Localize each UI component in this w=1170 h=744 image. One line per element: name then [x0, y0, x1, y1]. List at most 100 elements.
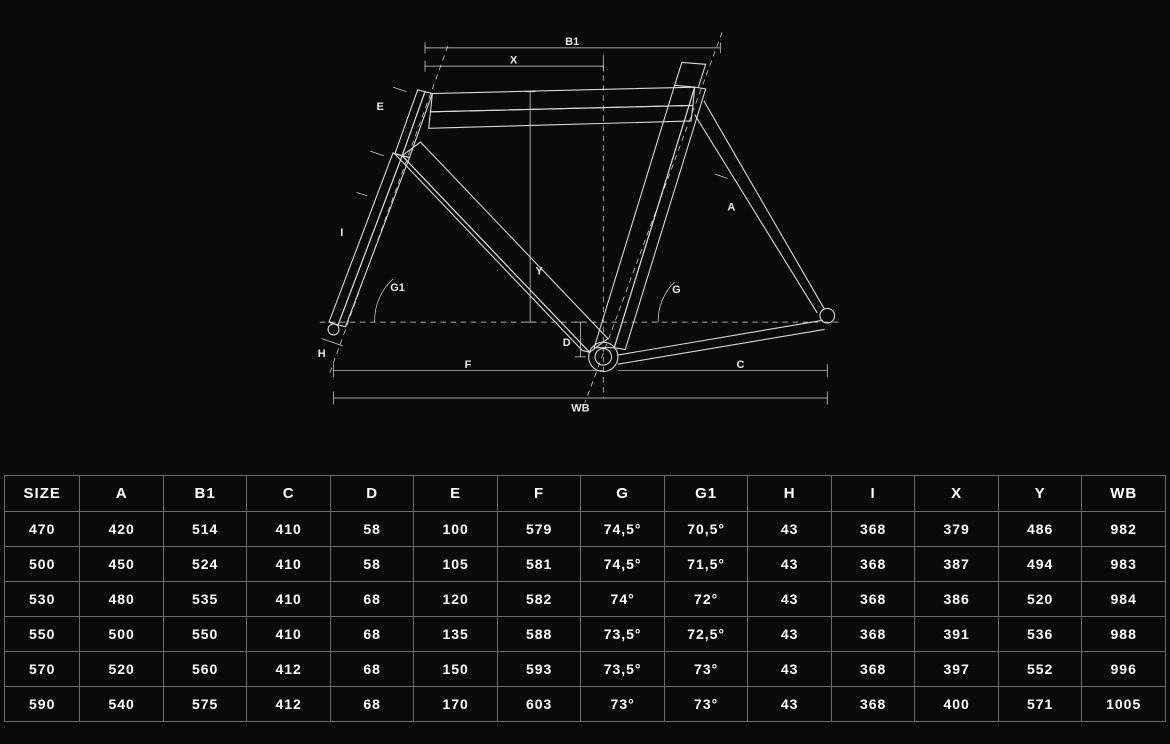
- table-row: 5505005504106813558873,5°72,5°4336839153…: [5, 617, 1166, 652]
- table-cell: 480: [80, 582, 164, 617]
- table-cell: 368: [831, 687, 915, 722]
- col-header-f: F: [497, 476, 581, 512]
- col-header-e: E: [414, 476, 498, 512]
- table-row: 5304805354106812058274°72°43368386520984: [5, 582, 1166, 617]
- table-cell: 74°: [581, 582, 665, 617]
- table-cell: 410: [247, 512, 331, 547]
- table-cell: 593: [497, 652, 581, 687]
- col-header-a: A: [80, 476, 164, 512]
- table-cell: 74,5°: [581, 512, 665, 547]
- table-cell: 536: [998, 617, 1082, 652]
- table-cell: 581: [497, 547, 581, 582]
- table-cell: 368: [831, 547, 915, 582]
- table-cell: 386: [915, 582, 999, 617]
- geometry-table: SIZEAB1CDEFGG1HIXYWB 4704205144105810057…: [4, 475, 1166, 722]
- table-row: 5705205604126815059373,5°73°433683975529…: [5, 652, 1166, 687]
- table-cell: 524: [163, 547, 247, 582]
- table-cell: 135: [414, 617, 498, 652]
- table-cell: 1005: [1082, 687, 1166, 722]
- table-cell: 43: [748, 512, 832, 547]
- table-cell: 410: [247, 547, 331, 582]
- table-cell: 982: [1082, 512, 1166, 547]
- table-cell: 552: [998, 652, 1082, 687]
- table-cell: 43: [748, 547, 832, 582]
- table-cell: 68: [330, 687, 414, 722]
- table-cell: 996: [1082, 652, 1166, 687]
- col-header-y: Y: [998, 476, 1082, 512]
- table-cell: 450: [80, 547, 164, 582]
- dim-label-wb: WB: [571, 402, 589, 414]
- table-row: 5905405754126817060373°73°43368400571100…: [5, 687, 1166, 722]
- dim-label-g: G: [672, 283, 681, 295]
- dim-label-f: F: [465, 358, 472, 370]
- dim-label-e: E: [377, 101, 384, 113]
- table-cell: 368: [831, 512, 915, 547]
- dim-label-c: C: [736, 358, 744, 370]
- table-cell: 603: [497, 687, 581, 722]
- col-header-h: H: [748, 476, 832, 512]
- table-cell: 100: [414, 512, 498, 547]
- dim-label-b1: B1: [565, 36, 579, 48]
- table-cell: 520: [998, 582, 1082, 617]
- table-cell: 58: [330, 547, 414, 582]
- table-cell: 43: [748, 652, 832, 687]
- table-cell: 470: [5, 512, 80, 547]
- table-cell: 588: [497, 617, 581, 652]
- table-cell: 571: [998, 687, 1082, 722]
- table-cell: 43: [748, 582, 832, 617]
- col-header-size: SIZE: [5, 476, 80, 512]
- table-cell: 535: [163, 582, 247, 617]
- table-cell: 71,5°: [664, 547, 748, 582]
- dim-label-y: Y: [536, 265, 544, 277]
- table-cell: 43: [748, 617, 832, 652]
- table-cell: 514: [163, 512, 247, 547]
- table-cell: 58: [330, 512, 414, 547]
- table-cell: 550: [163, 617, 247, 652]
- col-header-d: D: [330, 476, 414, 512]
- table-cell: 73,5°: [581, 652, 665, 687]
- table-cell: 74,5°: [581, 547, 665, 582]
- table-cell: 494: [998, 547, 1082, 582]
- table-cell: 520: [80, 652, 164, 687]
- table-cell: 170: [414, 687, 498, 722]
- table-cell: 984: [1082, 582, 1166, 617]
- table-cell: 72,5°: [664, 617, 748, 652]
- table-cell: 68: [330, 617, 414, 652]
- col-header-wb: WB: [1082, 476, 1166, 512]
- table-cell: 590: [5, 687, 80, 722]
- col-header-g1: G1: [664, 476, 748, 512]
- table-cell: 397: [915, 652, 999, 687]
- dim-label-x: X: [510, 54, 518, 66]
- table-cell: 379: [915, 512, 999, 547]
- table-cell: 73°: [664, 652, 748, 687]
- table-cell: 400: [915, 687, 999, 722]
- table-cell: 368: [831, 617, 915, 652]
- table-cell: 540: [80, 687, 164, 722]
- table-header-row: SIZEAB1CDEFGG1HIXYWB: [5, 476, 1166, 512]
- table-cell: 72°: [664, 582, 748, 617]
- table-cell: 105: [414, 547, 498, 582]
- dim-label-i: I: [340, 227, 343, 239]
- page: B1 X E I G1 H F Y D WB G A C SIZEAB1CDEF…: [0, 0, 1170, 744]
- table-cell: 150: [414, 652, 498, 687]
- table-cell: 73°: [581, 687, 665, 722]
- table-cell: 391: [915, 617, 999, 652]
- table-cell: 68: [330, 652, 414, 687]
- table-cell: 70,5°: [664, 512, 748, 547]
- table-cell: 410: [247, 582, 331, 617]
- table-cell: 560: [163, 652, 247, 687]
- dim-label-g1: G1: [390, 282, 405, 294]
- table-cell: 368: [831, 582, 915, 617]
- col-header-c: C: [247, 476, 331, 512]
- dim-label-d: D: [563, 336, 571, 348]
- bike-frame-svg: B1 X E I G1 H F Y D WB G A C: [265, 23, 905, 453]
- dim-label-a: A: [727, 201, 735, 213]
- col-header-g: G: [581, 476, 665, 512]
- table-cell: 550: [5, 617, 80, 652]
- table-cell: 73°: [664, 687, 748, 722]
- table-row: 5004505244105810558174,5°71,5°4336838749…: [5, 547, 1166, 582]
- table-cell: 43: [748, 687, 832, 722]
- table-cell: 500: [80, 617, 164, 652]
- table-cell: 530: [5, 582, 80, 617]
- col-header-x: X: [915, 476, 999, 512]
